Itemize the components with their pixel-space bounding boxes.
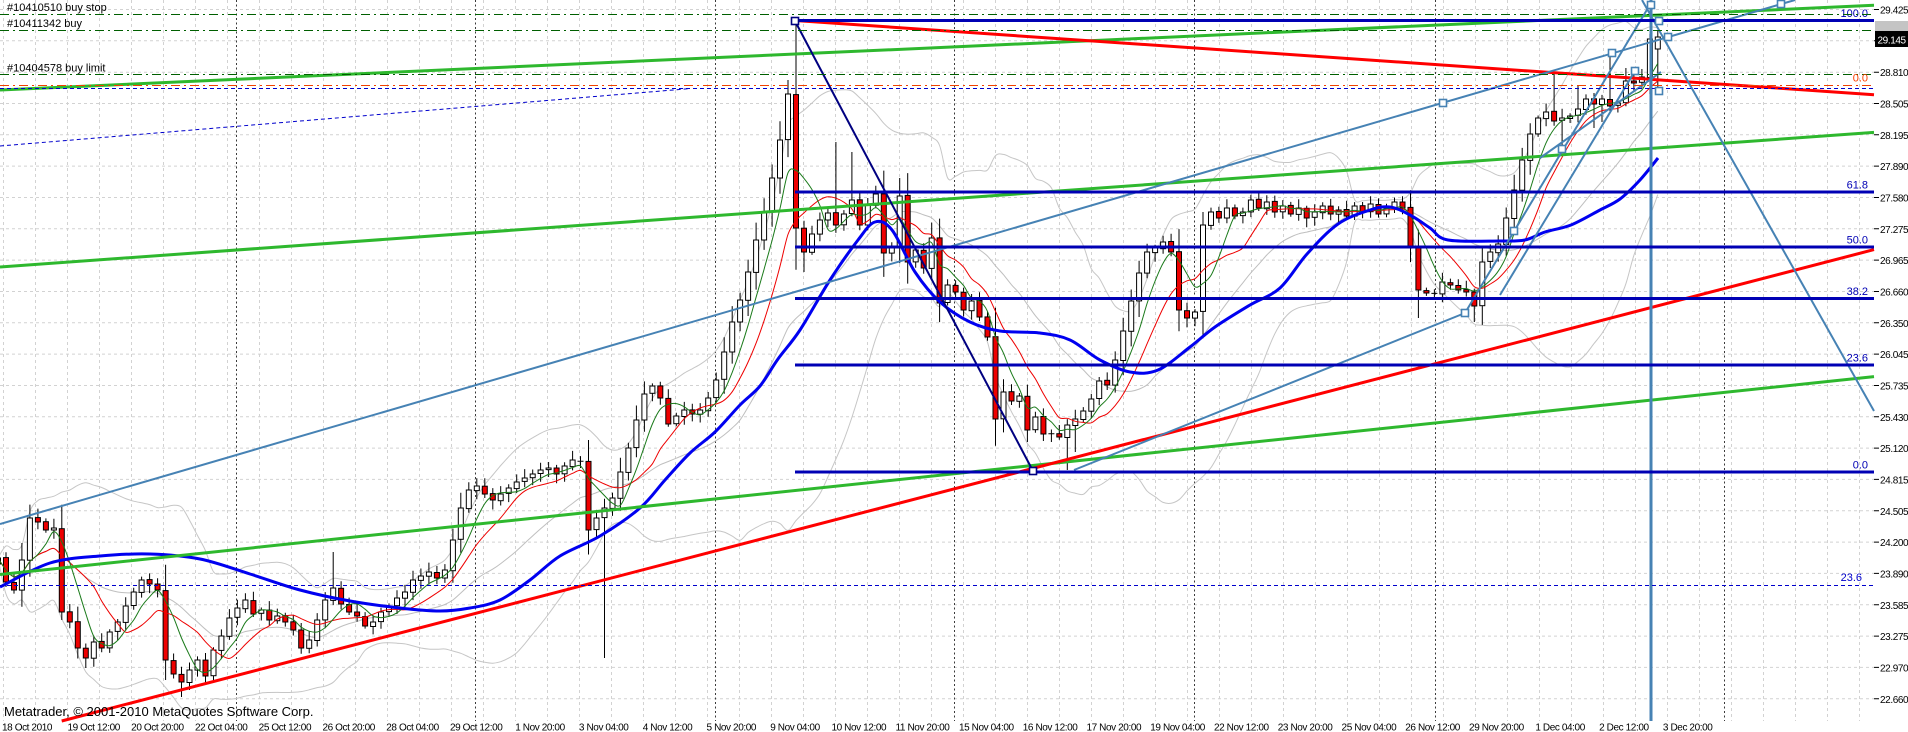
- svg-text:29 Oct 12:00: 29 Oct 12:00: [450, 723, 503, 732]
- svg-text:4 Nov 12:00: 4 Nov 12:00: [643, 723, 693, 732]
- svg-text:22 Oct 04:00: 22 Oct 04:00: [195, 723, 248, 732]
- svg-text:24.815: 24.815: [1880, 475, 1908, 486]
- svg-text:22 Nov 12:00: 22 Nov 12:00: [1214, 723, 1270, 732]
- svg-text:15 Nov 04:00: 15 Nov 04:00: [959, 723, 1015, 732]
- svg-text:23 Nov 20:00: 23 Nov 20:00: [1278, 723, 1334, 732]
- svg-text:1 Dec 04:00: 1 Dec 04:00: [1535, 723, 1585, 732]
- svg-text:26.045: 26.045: [1880, 350, 1908, 361]
- svg-text:22.970: 22.970: [1880, 663, 1908, 674]
- svg-text:2 Dec 12:00: 2 Dec 12:00: [1599, 723, 1649, 732]
- svg-text:22.660: 22.660: [1880, 695, 1908, 706]
- svg-text:0.0: 0.0: [1853, 73, 1868, 85]
- svg-text:11 Nov 20:00: 11 Nov 20:00: [896, 723, 951, 732]
- svg-text:26.660: 26.660: [1880, 288, 1908, 299]
- svg-text:Metatrader, © 2001-2010 MetaQu: Metatrader, © 2001-2010 MetaQuotes Softw…: [4, 704, 313, 719]
- svg-text:16 Nov 12:00: 16 Nov 12:00: [1023, 723, 1079, 732]
- svg-text:26.350: 26.350: [1880, 319, 1908, 330]
- svg-text:27.275: 27.275: [1880, 225, 1908, 236]
- svg-text:20 Oct 20:00: 20 Oct 20:00: [131, 723, 184, 732]
- svg-text:23.890: 23.890: [1880, 569, 1908, 580]
- svg-text:23.275: 23.275: [1880, 632, 1908, 643]
- svg-text:28.810: 28.810: [1880, 68, 1908, 79]
- svg-text:27.890: 27.890: [1880, 162, 1908, 173]
- svg-text:25 Nov 04:00: 25 Nov 04:00: [1342, 723, 1398, 732]
- svg-text:17 Nov 20:00: 17 Nov 20:00: [1086, 723, 1142, 732]
- svg-text:3 Nov 04:00: 3 Nov 04:00: [579, 723, 629, 732]
- svg-text:25.120: 25.120: [1880, 444, 1908, 455]
- svg-text:#10404578 buy limit: #10404578 buy limit: [7, 63, 105, 75]
- svg-text:26.965: 26.965: [1880, 256, 1908, 267]
- svg-text:28.505: 28.505: [1880, 100, 1908, 111]
- svg-text:19 Nov 04:00: 19 Nov 04:00: [1150, 723, 1206, 732]
- svg-text:29.425: 29.425: [1880, 6, 1908, 17]
- svg-text:50.0: 50.0: [1847, 235, 1868, 247]
- svg-text:23.585: 23.585: [1880, 601, 1908, 612]
- svg-text:19 Oct 12:00: 19 Oct 12:00: [67, 723, 120, 732]
- svg-text:26 Nov 12:00: 26 Nov 12:00: [1405, 723, 1461, 732]
- svg-text:27.580: 27.580: [1880, 194, 1908, 205]
- svg-text:25.430: 25.430: [1880, 413, 1908, 424]
- svg-text:3 Dec 20:00: 3 Dec 20:00: [1663, 723, 1713, 732]
- svg-text:29.145: 29.145: [1878, 36, 1907, 47]
- svg-text:24.200: 24.200: [1880, 538, 1908, 549]
- svg-text:5 Nov 20:00: 5 Nov 20:00: [707, 723, 757, 732]
- svg-text:100.0: 100.0: [1840, 8, 1868, 20]
- svg-text:25.735: 25.735: [1880, 382, 1908, 393]
- svg-text:28 Oct 04:00: 28 Oct 04:00: [386, 723, 439, 732]
- svg-text:26 Oct 20:00: 26 Oct 20:00: [322, 723, 375, 732]
- svg-text:28.195: 28.195: [1880, 131, 1908, 142]
- svg-text:38.2: 38.2: [1847, 286, 1868, 298]
- svg-text:10 Nov 12:00: 10 Nov 12:00: [831, 723, 887, 732]
- svg-text:1 Nov 20:00: 1 Nov 20:00: [515, 723, 565, 732]
- svg-text:9 Nov 04:00: 9 Nov 04:00: [770, 723, 820, 732]
- svg-text:61.8: 61.8: [1847, 180, 1868, 192]
- svg-text:24.505: 24.505: [1880, 507, 1908, 518]
- svg-text:29 Nov 20:00: 29 Nov 20:00: [1469, 723, 1525, 732]
- svg-text:#10411342 buy: #10411342 buy: [7, 18, 83, 30]
- svg-text:23.6: 23.6: [1847, 353, 1868, 365]
- svg-text:23.6: 23.6: [1841, 572, 1862, 584]
- svg-text:0.0: 0.0: [1853, 460, 1868, 472]
- svg-text:#10410510 buy stop: #10410510 buy stop: [7, 2, 107, 14]
- svg-text:18 Oct 2010: 18 Oct 2010: [2, 723, 53, 732]
- svg-text:25 Oct 12:00: 25 Oct 12:00: [259, 723, 312, 732]
